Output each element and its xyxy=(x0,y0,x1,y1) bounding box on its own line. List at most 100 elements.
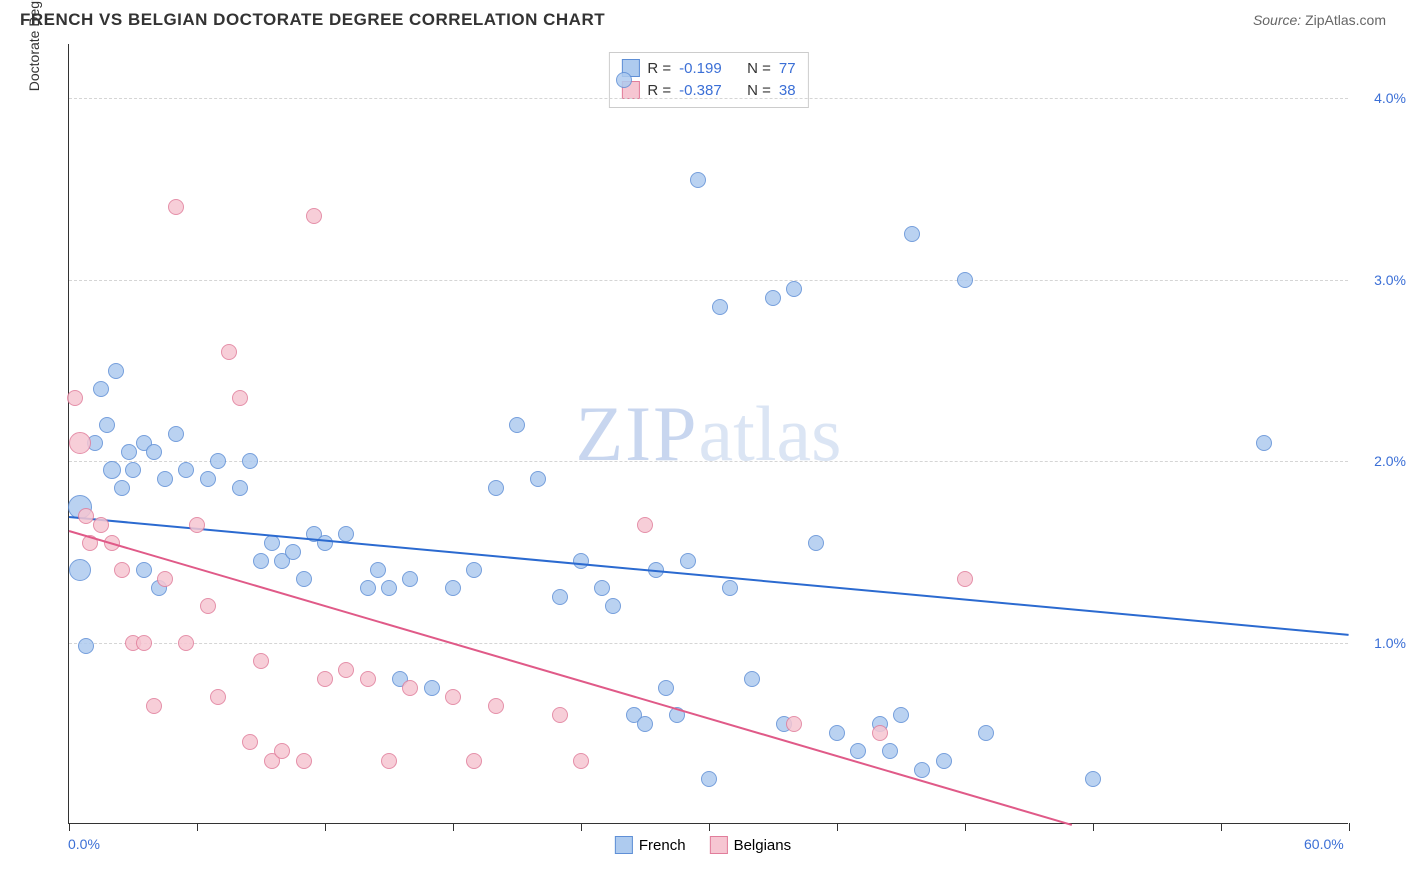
scatter-point xyxy=(178,635,194,651)
x-axis-min-label: 0.0% xyxy=(68,836,100,852)
legend-label: Belgians xyxy=(734,837,792,854)
scatter-point xyxy=(445,580,461,596)
scatter-point xyxy=(146,698,162,714)
scatter-point xyxy=(93,517,109,533)
scatter-point xyxy=(360,671,376,687)
scatter-point xyxy=(573,553,589,569)
legend-label: French xyxy=(639,837,686,854)
scatter-point xyxy=(242,734,258,750)
trend-line xyxy=(69,530,1072,826)
y-tick-label: 4.0% xyxy=(1374,90,1406,106)
r-label: R = xyxy=(647,60,671,77)
scatter-point xyxy=(552,707,568,723)
x-tick xyxy=(1221,823,1222,831)
scatter-point xyxy=(445,689,461,705)
scatter-point xyxy=(146,444,162,460)
scatter-point xyxy=(616,72,632,88)
y-tick-label: 2.0% xyxy=(1374,453,1406,469)
scatter-point xyxy=(200,598,216,614)
scatter-point xyxy=(658,680,674,696)
scatter-point xyxy=(690,172,706,188)
scatter-point xyxy=(1085,771,1101,787)
source-value: ZipAtlas.com xyxy=(1305,12,1386,28)
watermark-bold: ZIP xyxy=(576,390,699,477)
scatter-point xyxy=(189,517,205,533)
scatter-point xyxy=(829,725,845,741)
scatter-point xyxy=(114,562,130,578)
r-label: R = xyxy=(647,82,671,99)
watermark: ZIPatlas xyxy=(576,389,842,479)
stats-row: R =-0.199N =77 xyxy=(621,57,795,79)
scatter-point xyxy=(136,635,152,651)
scatter-point xyxy=(338,526,354,542)
x-tick xyxy=(69,823,70,831)
source-attribution: Source: ZipAtlas.com xyxy=(1253,12,1386,28)
gridline xyxy=(69,461,1348,462)
scatter-point xyxy=(808,535,824,551)
scatter-point xyxy=(509,417,525,433)
scatter-point xyxy=(78,508,94,524)
scatter-point xyxy=(744,671,760,687)
x-tick xyxy=(837,823,838,831)
stats-legend-box: R =-0.199N =77R =-0.387N =38 xyxy=(608,52,808,108)
scatter-point xyxy=(957,571,973,587)
scatter-point xyxy=(125,462,141,478)
legend-item: Belgians xyxy=(710,836,792,854)
scatter-point xyxy=(488,480,504,496)
x-tick xyxy=(453,823,454,831)
scatter-point xyxy=(722,580,738,596)
scatter-point xyxy=(317,671,333,687)
scatter-point xyxy=(296,571,312,587)
scatter-point xyxy=(904,226,920,242)
scatter-point xyxy=(210,689,226,705)
scatter-point xyxy=(242,453,258,469)
scatter-point xyxy=(882,743,898,759)
scatter-point xyxy=(680,553,696,569)
n-label: N = xyxy=(747,82,771,99)
legend-swatch xyxy=(710,836,728,854)
scatter-point xyxy=(338,662,354,678)
scatter-point xyxy=(178,462,194,478)
x-tick xyxy=(581,823,582,831)
scatter-point xyxy=(893,707,909,723)
scatter-point xyxy=(121,444,137,460)
scatter-point xyxy=(232,480,248,496)
x-tick xyxy=(325,823,326,831)
n-value: 38 xyxy=(779,82,796,99)
scatter-point xyxy=(402,680,418,696)
scatter-point xyxy=(67,390,83,406)
x-tick xyxy=(1349,823,1350,831)
scatter-point xyxy=(957,272,973,288)
scatter-point xyxy=(530,471,546,487)
scatter-point xyxy=(701,771,717,787)
scatter-point xyxy=(253,553,269,569)
scatter-point xyxy=(157,571,173,587)
y-tick-label: 3.0% xyxy=(1374,272,1406,288)
x-tick xyxy=(197,823,198,831)
scatter-point xyxy=(168,426,184,442)
x-tick xyxy=(1093,823,1094,831)
scatter-point xyxy=(488,698,504,714)
gridline xyxy=(69,280,1348,281)
scatter-point xyxy=(424,680,440,696)
scatter-point xyxy=(253,653,269,669)
scatter-point xyxy=(552,589,568,605)
y-axis-label: Doctorate Degree xyxy=(26,0,42,91)
scatter-point xyxy=(381,753,397,769)
scatter-point xyxy=(200,471,216,487)
watermark-light: atlas xyxy=(699,390,842,477)
legend-swatch xyxy=(615,836,633,854)
scatter-point xyxy=(285,544,301,560)
scatter-point xyxy=(296,753,312,769)
scatter-point xyxy=(69,432,91,454)
n-value: 77 xyxy=(779,60,796,77)
legend-item: French xyxy=(615,836,686,854)
y-tick-label: 1.0% xyxy=(1374,635,1406,651)
scatter-point xyxy=(637,716,653,732)
r-value: -0.199 xyxy=(679,60,739,77)
plot-area: ZIPatlas R =-0.199N =77R =-0.387N =38 1.… xyxy=(68,44,1348,824)
gridline xyxy=(69,643,1348,644)
scatter-point xyxy=(381,580,397,596)
scatter-point xyxy=(786,281,802,297)
scatter-point xyxy=(274,743,290,759)
